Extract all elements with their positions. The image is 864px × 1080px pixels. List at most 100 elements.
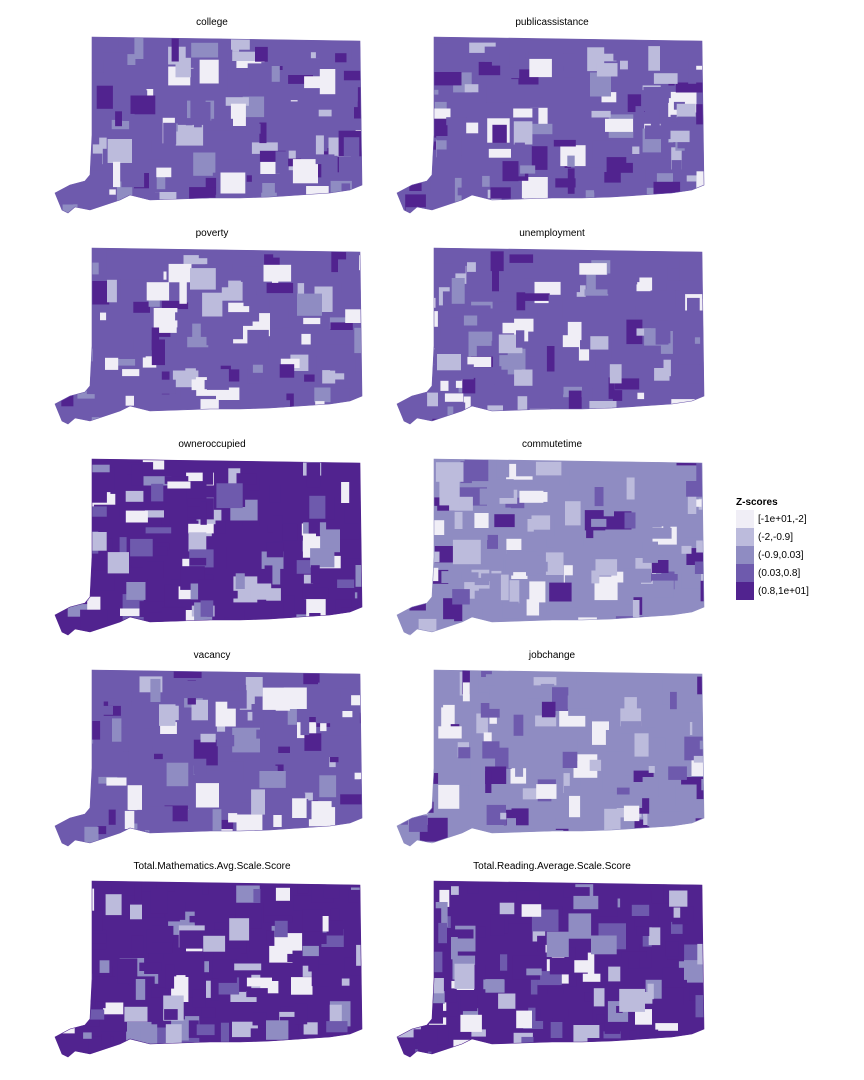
tract (121, 171, 145, 188)
tract (340, 803, 351, 815)
tract (230, 991, 257, 1002)
tract (55, 702, 60, 710)
tract (481, 670, 492, 677)
tract (299, 203, 321, 213)
tract (515, 155, 525, 177)
tract (695, 818, 704, 834)
tract (280, 400, 290, 423)
tract (194, 118, 202, 128)
tract (668, 766, 687, 780)
tract (131, 935, 144, 955)
tract (409, 935, 421, 950)
tract (230, 103, 246, 126)
tract (397, 536, 403, 547)
tract (55, 941, 65, 964)
tract (135, 309, 150, 323)
tract (404, 700, 429, 709)
tract (709, 115, 722, 124)
tract (76, 721, 101, 740)
tract (439, 367, 462, 381)
tract (368, 1035, 380, 1057)
tract (318, 620, 336, 635)
tract (202, 844, 229, 846)
tract (365, 176, 380, 185)
tract (92, 1050, 103, 1057)
tract (408, 912, 419, 921)
tract (189, 915, 197, 923)
tract (705, 728, 713, 741)
tract (470, 339, 492, 346)
tract (408, 373, 434, 383)
legend-title: Z-scores (736, 497, 778, 508)
tract (341, 482, 350, 503)
tract (344, 558, 362, 565)
tract (122, 838, 137, 846)
tract (546, 411, 557, 424)
tract (55, 900, 76, 915)
tract (567, 321, 582, 341)
tract (608, 620, 636, 635)
tract (691, 759, 704, 776)
tract (365, 315, 373, 331)
tract (488, 148, 511, 158)
tract (113, 161, 121, 188)
tract (319, 422, 347, 424)
tract (675, 784, 697, 807)
tract (60, 467, 75, 486)
legend-label: (0.03,0.8] (758, 567, 801, 579)
tract (582, 973, 601, 982)
tract (132, 831, 149, 846)
tract (672, 916, 688, 925)
tract (234, 963, 262, 971)
tract (516, 1010, 532, 1029)
tract (81, 420, 106, 424)
tract (424, 1000, 432, 1014)
tract (362, 270, 380, 285)
tract (297, 930, 308, 938)
tract (306, 599, 326, 617)
tract (106, 250, 126, 272)
tract (202, 881, 209, 895)
tract (619, 988, 645, 1012)
tract (631, 904, 650, 916)
tract (341, 183, 351, 209)
tract (439, 481, 460, 506)
tract (96, 976, 115, 1002)
tract (696, 540, 704, 553)
tract (536, 784, 557, 799)
tract (366, 1023, 378, 1030)
tract (605, 118, 633, 132)
tract (55, 89, 63, 114)
tract (131, 464, 143, 486)
tract (315, 154, 335, 165)
tract (538, 97, 545, 109)
tract (460, 461, 472, 484)
tract (416, 258, 442, 277)
tract (710, 997, 720, 1010)
tract (652, 737, 666, 750)
tract (647, 731, 663, 741)
tract (655, 320, 669, 345)
tract (502, 601, 519, 619)
tract (462, 670, 470, 695)
tract (56, 1053, 81, 1057)
map-reading-score (396, 880, 720, 1058)
tract (516, 626, 527, 635)
tract (361, 727, 362, 735)
tract (193, 152, 216, 176)
tract (399, 96, 427, 121)
tract (367, 523, 380, 542)
tract (432, 418, 440, 424)
tract (243, 207, 271, 213)
tract (457, 187, 472, 196)
tract (485, 674, 495, 686)
tract (84, 826, 99, 846)
legend-item: (-2,-0.9] (736, 528, 856, 546)
tract (496, 479, 514, 498)
tract (426, 840, 443, 846)
tract (68, 826, 97, 836)
tract (282, 327, 290, 336)
legend-swatch (736, 528, 754, 546)
tract (705, 161, 716, 172)
tract (357, 589, 362, 605)
